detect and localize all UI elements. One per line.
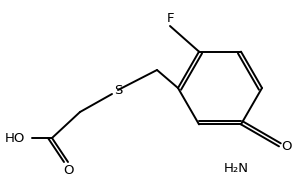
Text: HO: HO	[5, 132, 25, 145]
Text: O: O	[63, 165, 73, 177]
Text: S: S	[114, 84, 122, 97]
Text: O: O	[281, 140, 291, 153]
Text: F: F	[166, 12, 174, 25]
Text: H₂N: H₂N	[223, 162, 248, 175]
